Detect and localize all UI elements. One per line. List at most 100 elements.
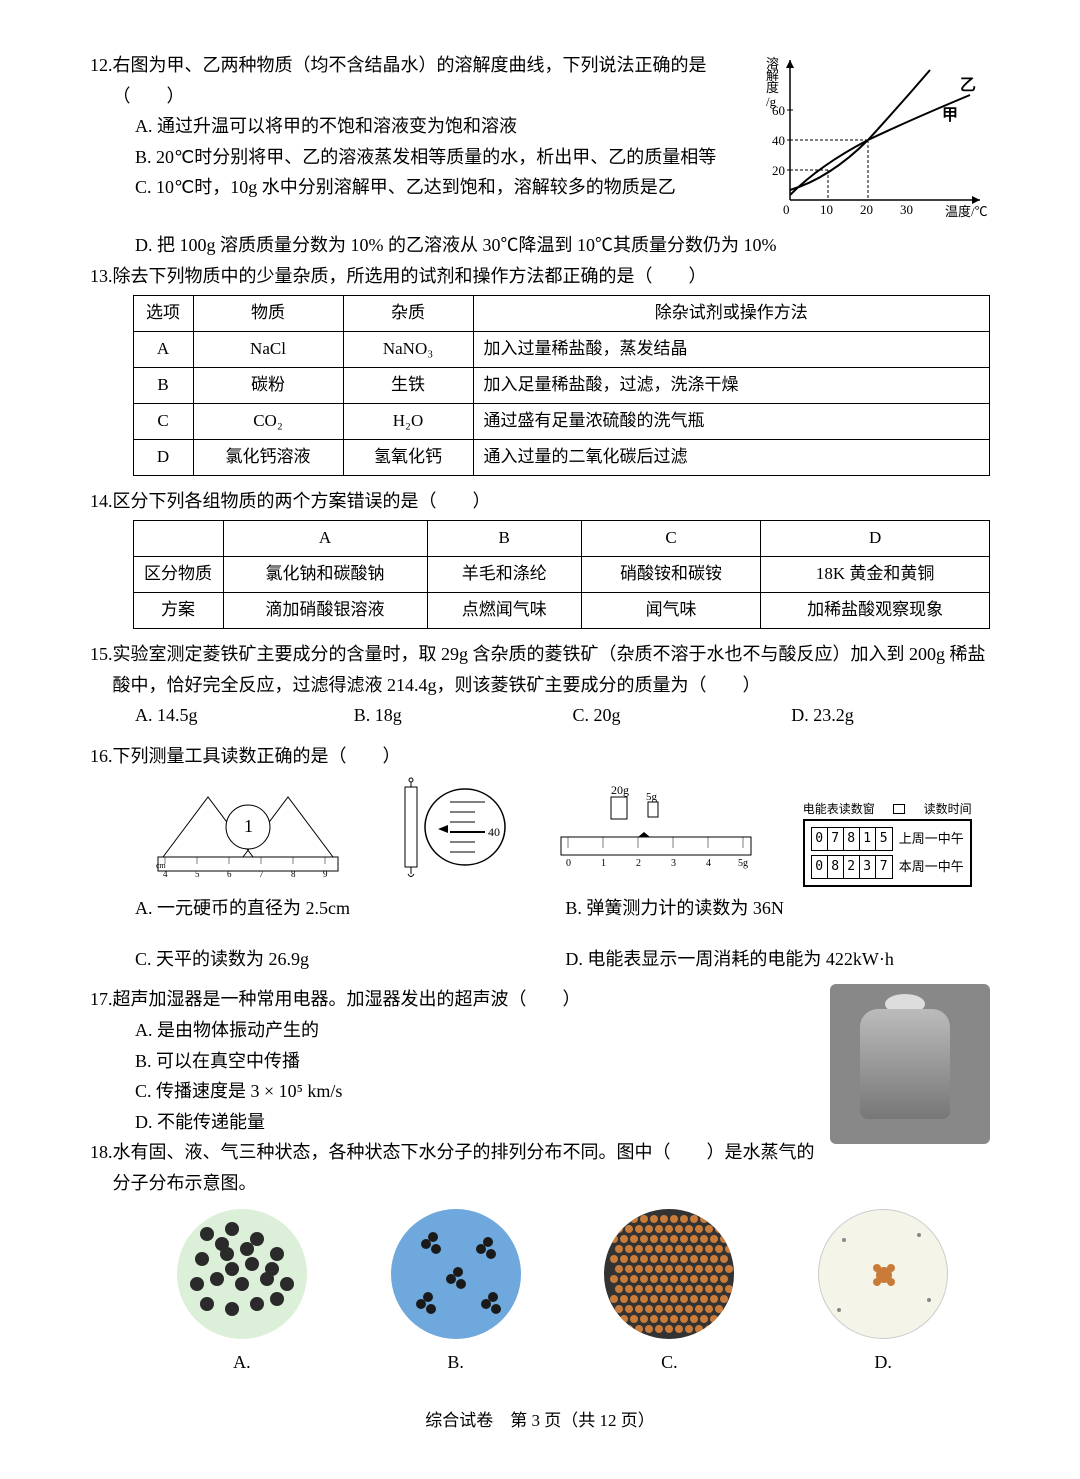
- svg-text:度: 度: [766, 80, 779, 95]
- question-18-figures: A. B. C. D.: [90, 1209, 990, 1378]
- question-14: 14. 区分下列各组物质的两个方案错误的是（ ） A B C D 区分物质氯化钠…: [90, 486, 990, 629]
- molecule-fig-b: [391, 1209, 521, 1339]
- q13-table: 选项 物质 杂质 除杂试剂或操作方法 ANaClNaNO₃加入过量稀盐酸，蒸发结…: [133, 295, 991, 475]
- electric-meter-figure: 电能表读数窗 读数时间 0 7 8 1 5 上周一中午: [803, 799, 972, 888]
- table-cell: 方案: [133, 593, 223, 629]
- table-cell: 氢氧化钙: [343, 439, 473, 475]
- q15-number: 15.: [90, 639, 113, 670]
- q18-stem: 水有固、液、气三种状态，各种状态下水分子的排列分布不同。图中（ ）是水蒸气的分子…: [113, 1137, 819, 1198]
- table-cell: 硝酸铵和碳铵: [581, 557, 760, 593]
- q16-opt-d: D. 电能表显示一周消耗的电能为 422kW·h: [565, 944, 975, 975]
- table-cell: 氯化钙溶液: [193, 439, 343, 475]
- molecule-fig-c: [604, 1209, 734, 1339]
- q12-opt-d-row: D. 把 100g 溶质质量分数为 10% 的乙溶液从 30℃降温到 10℃其质…: [90, 230, 990, 261]
- svg-text:1: 1: [244, 816, 253, 836]
- q17-opt-d: D. 不能传递能量: [135, 1107, 818, 1138]
- table-cell: 加稀盐酸观察现象: [761, 593, 990, 629]
- table-cell: 滴加硝酸银溶液: [223, 593, 427, 629]
- svg-text:4: 4: [163, 869, 168, 877]
- q15-opt-a: A. 14.5g: [135, 700, 334, 731]
- q16-opt-c: C. 天平的读数为 26.9g: [135, 944, 545, 975]
- svg-text:2: 2: [636, 858, 641, 869]
- q13-stem: 除去下列物质中的少量杂质，所选用的试剂和操作方法都正确的是（ ）: [113, 261, 991, 292]
- table-cell: 18K 黄金和黄铜: [761, 557, 990, 593]
- q16-opt-a: A. 一元硬币的直径为 2.5cm: [135, 893, 545, 924]
- svg-text:温度/℃: 温度/℃: [945, 204, 988, 219]
- table-cell: D: [133, 439, 193, 475]
- q17-opt-b: B. 可以在真空中传播: [135, 1046, 818, 1077]
- q16-stem: 下列测量工具读数正确的是（ ）: [113, 741, 991, 772]
- q14-table: A B C D 区分物质氯化钠和碳酸钠羊毛和涤纶硝酸铵和碳铵18K 黄金和黄铜 …: [133, 520, 991, 629]
- svg-text:20g: 20g: [611, 783, 629, 797]
- meter-label-2: 本周一中午: [899, 856, 964, 878]
- svg-text:20: 20: [860, 202, 873, 217]
- spring-scale-figure: 40: [390, 777, 510, 887]
- table-cell: 点燃闻气味: [427, 593, 581, 629]
- svg-text:7: 7: [259, 869, 264, 877]
- table-cell: C: [133, 403, 193, 439]
- svg-text:8: 8: [291, 869, 296, 877]
- meter-label-1: 上周一中午: [899, 828, 964, 850]
- table-cell: H₂O: [343, 403, 473, 439]
- svg-text:20: 20: [772, 163, 785, 178]
- svg-text:5: 5: [195, 869, 200, 877]
- q18-number: 18.: [90, 1137, 113, 1168]
- q14-number: 14.: [90, 486, 113, 517]
- table-header: B: [427, 521, 581, 557]
- question-13: 13. 除去下列物质中的少量杂质，所选用的试剂和操作方法都正确的是（ ） 选项 …: [90, 261, 990, 476]
- q13-number: 13.: [90, 261, 113, 292]
- q17-opt-c: C. 传播速度是 3 × 10⁵ km/s: [135, 1076, 818, 1107]
- meter-digits-1: 0 7 8 1 5: [811, 827, 893, 851]
- q15-opt-b: B. 18g: [354, 700, 553, 731]
- svg-text:40: 40: [772, 133, 785, 148]
- table-cell: 加入足量稀盐酸，过滤，洗涤干燥: [473, 367, 990, 403]
- table-header: 物质: [193, 296, 343, 332]
- q12-number: 12.: [90, 50, 113, 81]
- svg-text:0: 0: [783, 202, 790, 217]
- page-footer: 综合试卷 第 3 页（共 12 页）: [90, 1407, 990, 1436]
- svg-text:0: 0: [566, 858, 571, 869]
- svg-text:3: 3: [671, 858, 676, 869]
- meter-window-icon: [893, 804, 905, 814]
- q12-opt-b: B. 20℃时分别将甲、乙的溶液蒸发相等质量的水，析出甲、乙的质量相等: [135, 142, 752, 173]
- q18-label-c: C.: [661, 1352, 678, 1372]
- q15-opt-d: D. 23.2g: [791, 700, 990, 731]
- q12-opt-c: C. 10℃时，10g 水中分别溶解甲、乙达到饱和，溶解较多的物质是乙: [135, 172, 752, 203]
- table-cell: CO₂: [193, 403, 343, 439]
- meter-title-left: 电能表读数窗: [803, 799, 875, 819]
- table-cell: 羊毛和涤纶: [427, 557, 581, 593]
- table-cell: 通过盛有足量浓硫酸的洗气瓶: [473, 403, 990, 439]
- q14-stem: 区分下列各组物质的两个方案错误的是（ ）: [113, 486, 991, 517]
- q15-stem: 实验室测定菱铁矿主要成分的含量时，取 29g 含杂质的菱铁矿（杂质不溶于水也不与…: [113, 639, 991, 700]
- table-header: 除杂试剂或操作方法: [473, 296, 990, 332]
- q17-stem: 超声加湿器是一种常用电器。加湿器发出的超声波（ ）: [113, 984, 819, 1015]
- svg-text:5g: 5g: [738, 858, 748, 869]
- svg-text:40: 40: [488, 825, 500, 839]
- ruler-figure: 1 4cm 56 789: [153, 782, 343, 887]
- table-header: A: [223, 521, 427, 557]
- table-cell: 碳粉: [193, 367, 343, 403]
- svg-text:乙: 乙: [960, 77, 976, 94]
- table-cell: 闻气味: [581, 593, 760, 629]
- q17-opt-a: A. 是由物体振动产生的: [135, 1015, 818, 1046]
- meter-title-right: 读数时间: [924, 799, 972, 819]
- table-cell: 加入过量稀盐酸，蒸发结晶: [473, 332, 990, 368]
- svg-text:9: 9: [323, 869, 328, 877]
- svg-text:4: 4: [706, 858, 711, 869]
- question-17: 17. 超声加湿器是一种常用电器。加湿器发出的超声波（ ） A. 是由物体振动产…: [90, 984, 990, 1198]
- table-header: [133, 521, 223, 557]
- q12-stem: 右图为甲、乙两种物质（均不含结晶水）的溶解度曲线，下列说法正确的是（ ）: [113, 50, 753, 111]
- question-16: 16. 下列测量工具读数正确的是（ ） 1 4cm 56 789: [90, 741, 990, 975]
- table-cell: 氯化钠和碳酸钠: [223, 557, 427, 593]
- table-cell: 生铁: [343, 367, 473, 403]
- q15-opt-c: C. 20g: [573, 700, 772, 731]
- q16-opt-b: B. 弹簧测力计的读数为 36N: [565, 893, 975, 924]
- svg-text:60: 60: [772, 103, 785, 118]
- svg-text:甲: 甲: [942, 106, 958, 124]
- svg-text:1: 1: [601, 858, 606, 869]
- svg-text:6: 6: [227, 869, 232, 877]
- svg-text:10: 10: [820, 202, 833, 217]
- table-header: D: [761, 521, 990, 557]
- question-15: 15. 实验室测定菱铁矿主要成分的含量时，取 29g 含杂质的菱铁矿（杂质不溶于…: [90, 639, 990, 731]
- solubility-chart: 溶 解 度 /g 温度/℃ 20 40 60 10 20 30 0 乙: [760, 50, 990, 220]
